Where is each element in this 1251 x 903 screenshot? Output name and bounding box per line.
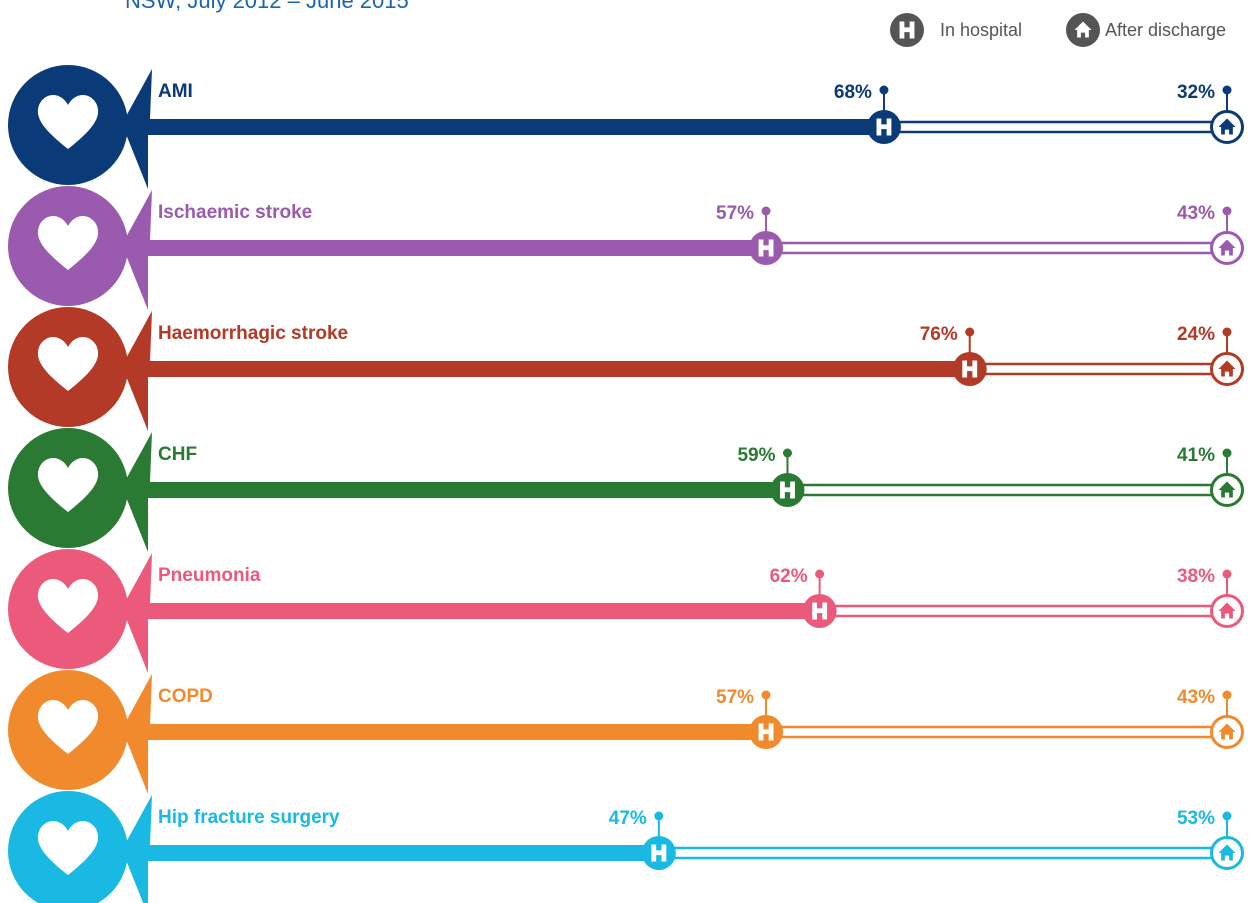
icon-glyph xyxy=(37,578,99,633)
value-label: 41% xyxy=(1177,445,1215,466)
stem-dot xyxy=(761,690,771,700)
home-glyph xyxy=(1074,21,1092,38)
category-label: Haemorrhagic stroke xyxy=(158,323,348,344)
legend-label: After discharge xyxy=(1105,20,1226,40)
icon-glyph xyxy=(37,699,99,754)
chart-subtitle: NSW, July 2012 – June 2015 xyxy=(125,0,409,13)
legend-label: In hospital xyxy=(940,20,1022,40)
value-label: 57% xyxy=(716,203,754,224)
category-label: COPD xyxy=(158,686,213,707)
category-label: Ischaemic stroke xyxy=(158,202,312,223)
stem-dot xyxy=(965,327,975,337)
stem-dot xyxy=(1222,85,1232,95)
category-label: CHF xyxy=(158,444,197,465)
hospital-glyph xyxy=(758,723,774,741)
value-label: 43% xyxy=(1177,687,1215,708)
stem-dot xyxy=(1222,206,1232,216)
stem-dot xyxy=(1222,569,1232,579)
stem-dot xyxy=(1222,690,1232,700)
stem-dot xyxy=(1222,448,1232,458)
bar-after-discharge xyxy=(657,846,1229,860)
bar-in-hospital xyxy=(155,845,659,861)
home-glyph xyxy=(1218,360,1236,377)
bolt xyxy=(110,69,157,189)
bar-after-discharge xyxy=(882,120,1229,134)
stem-dot xyxy=(1222,327,1232,337)
bar-in-hospital xyxy=(155,482,788,498)
value-label: 76% xyxy=(920,324,958,345)
hospital-glyph xyxy=(758,239,774,257)
value-label: 59% xyxy=(737,445,775,466)
stem-dot xyxy=(761,206,771,216)
icon-glyph xyxy=(37,457,99,512)
value-label: 57% xyxy=(716,687,754,708)
stem-dot xyxy=(815,569,825,579)
stem-dot xyxy=(879,85,889,95)
stem-dot xyxy=(1222,811,1232,821)
bar-in-hospital xyxy=(155,724,767,740)
bolt xyxy=(110,795,157,903)
bolt xyxy=(110,311,157,431)
category-label: AMI xyxy=(158,81,193,102)
stem-dot xyxy=(654,811,664,821)
hospital-glyph xyxy=(780,481,795,499)
bar-in-hospital xyxy=(155,361,970,377)
home-glyph xyxy=(1218,481,1236,498)
value-label: 47% xyxy=(609,808,647,829)
value-label: 62% xyxy=(770,566,808,587)
bolt xyxy=(110,553,157,673)
value-label: 43% xyxy=(1177,203,1215,224)
home-glyph xyxy=(1218,239,1236,256)
bar-after-discharge xyxy=(786,483,1229,497)
bolt xyxy=(110,432,157,552)
icon-glyph xyxy=(37,94,99,149)
bolt xyxy=(110,190,157,310)
bar-in-hospital xyxy=(155,240,767,256)
bar-after-discharge xyxy=(764,241,1229,255)
icon-glyph xyxy=(37,336,99,391)
hospital-glyph xyxy=(651,844,667,862)
bar-after-discharge xyxy=(818,604,1229,618)
bar-after-discharge xyxy=(968,362,1229,376)
category-label: Pneumonia xyxy=(158,565,261,586)
value-label: 53% xyxy=(1177,808,1215,829)
hospital-glyph xyxy=(876,118,892,136)
bar-in-hospital xyxy=(155,119,884,135)
hospital-glyph xyxy=(962,360,978,378)
icon-glyph xyxy=(37,820,99,875)
icon-glyph xyxy=(37,215,99,270)
bar-in-hospital xyxy=(155,603,820,619)
home-glyph xyxy=(1218,723,1236,740)
bar-after-discharge xyxy=(764,725,1229,739)
home-glyph xyxy=(1218,118,1236,135)
stem-dot xyxy=(782,448,792,458)
value-label: 38% xyxy=(1177,566,1215,587)
value-label: 24% xyxy=(1177,324,1215,345)
category-label: Hip fracture surgery xyxy=(158,807,340,828)
home-glyph xyxy=(1218,844,1236,861)
value-label: 32% xyxy=(1177,82,1215,103)
hospital-glyph xyxy=(812,602,828,620)
home-glyph xyxy=(1218,602,1236,619)
value-label: 68% xyxy=(834,82,872,103)
hospital-glyph xyxy=(899,21,915,39)
bolt xyxy=(110,674,157,794)
